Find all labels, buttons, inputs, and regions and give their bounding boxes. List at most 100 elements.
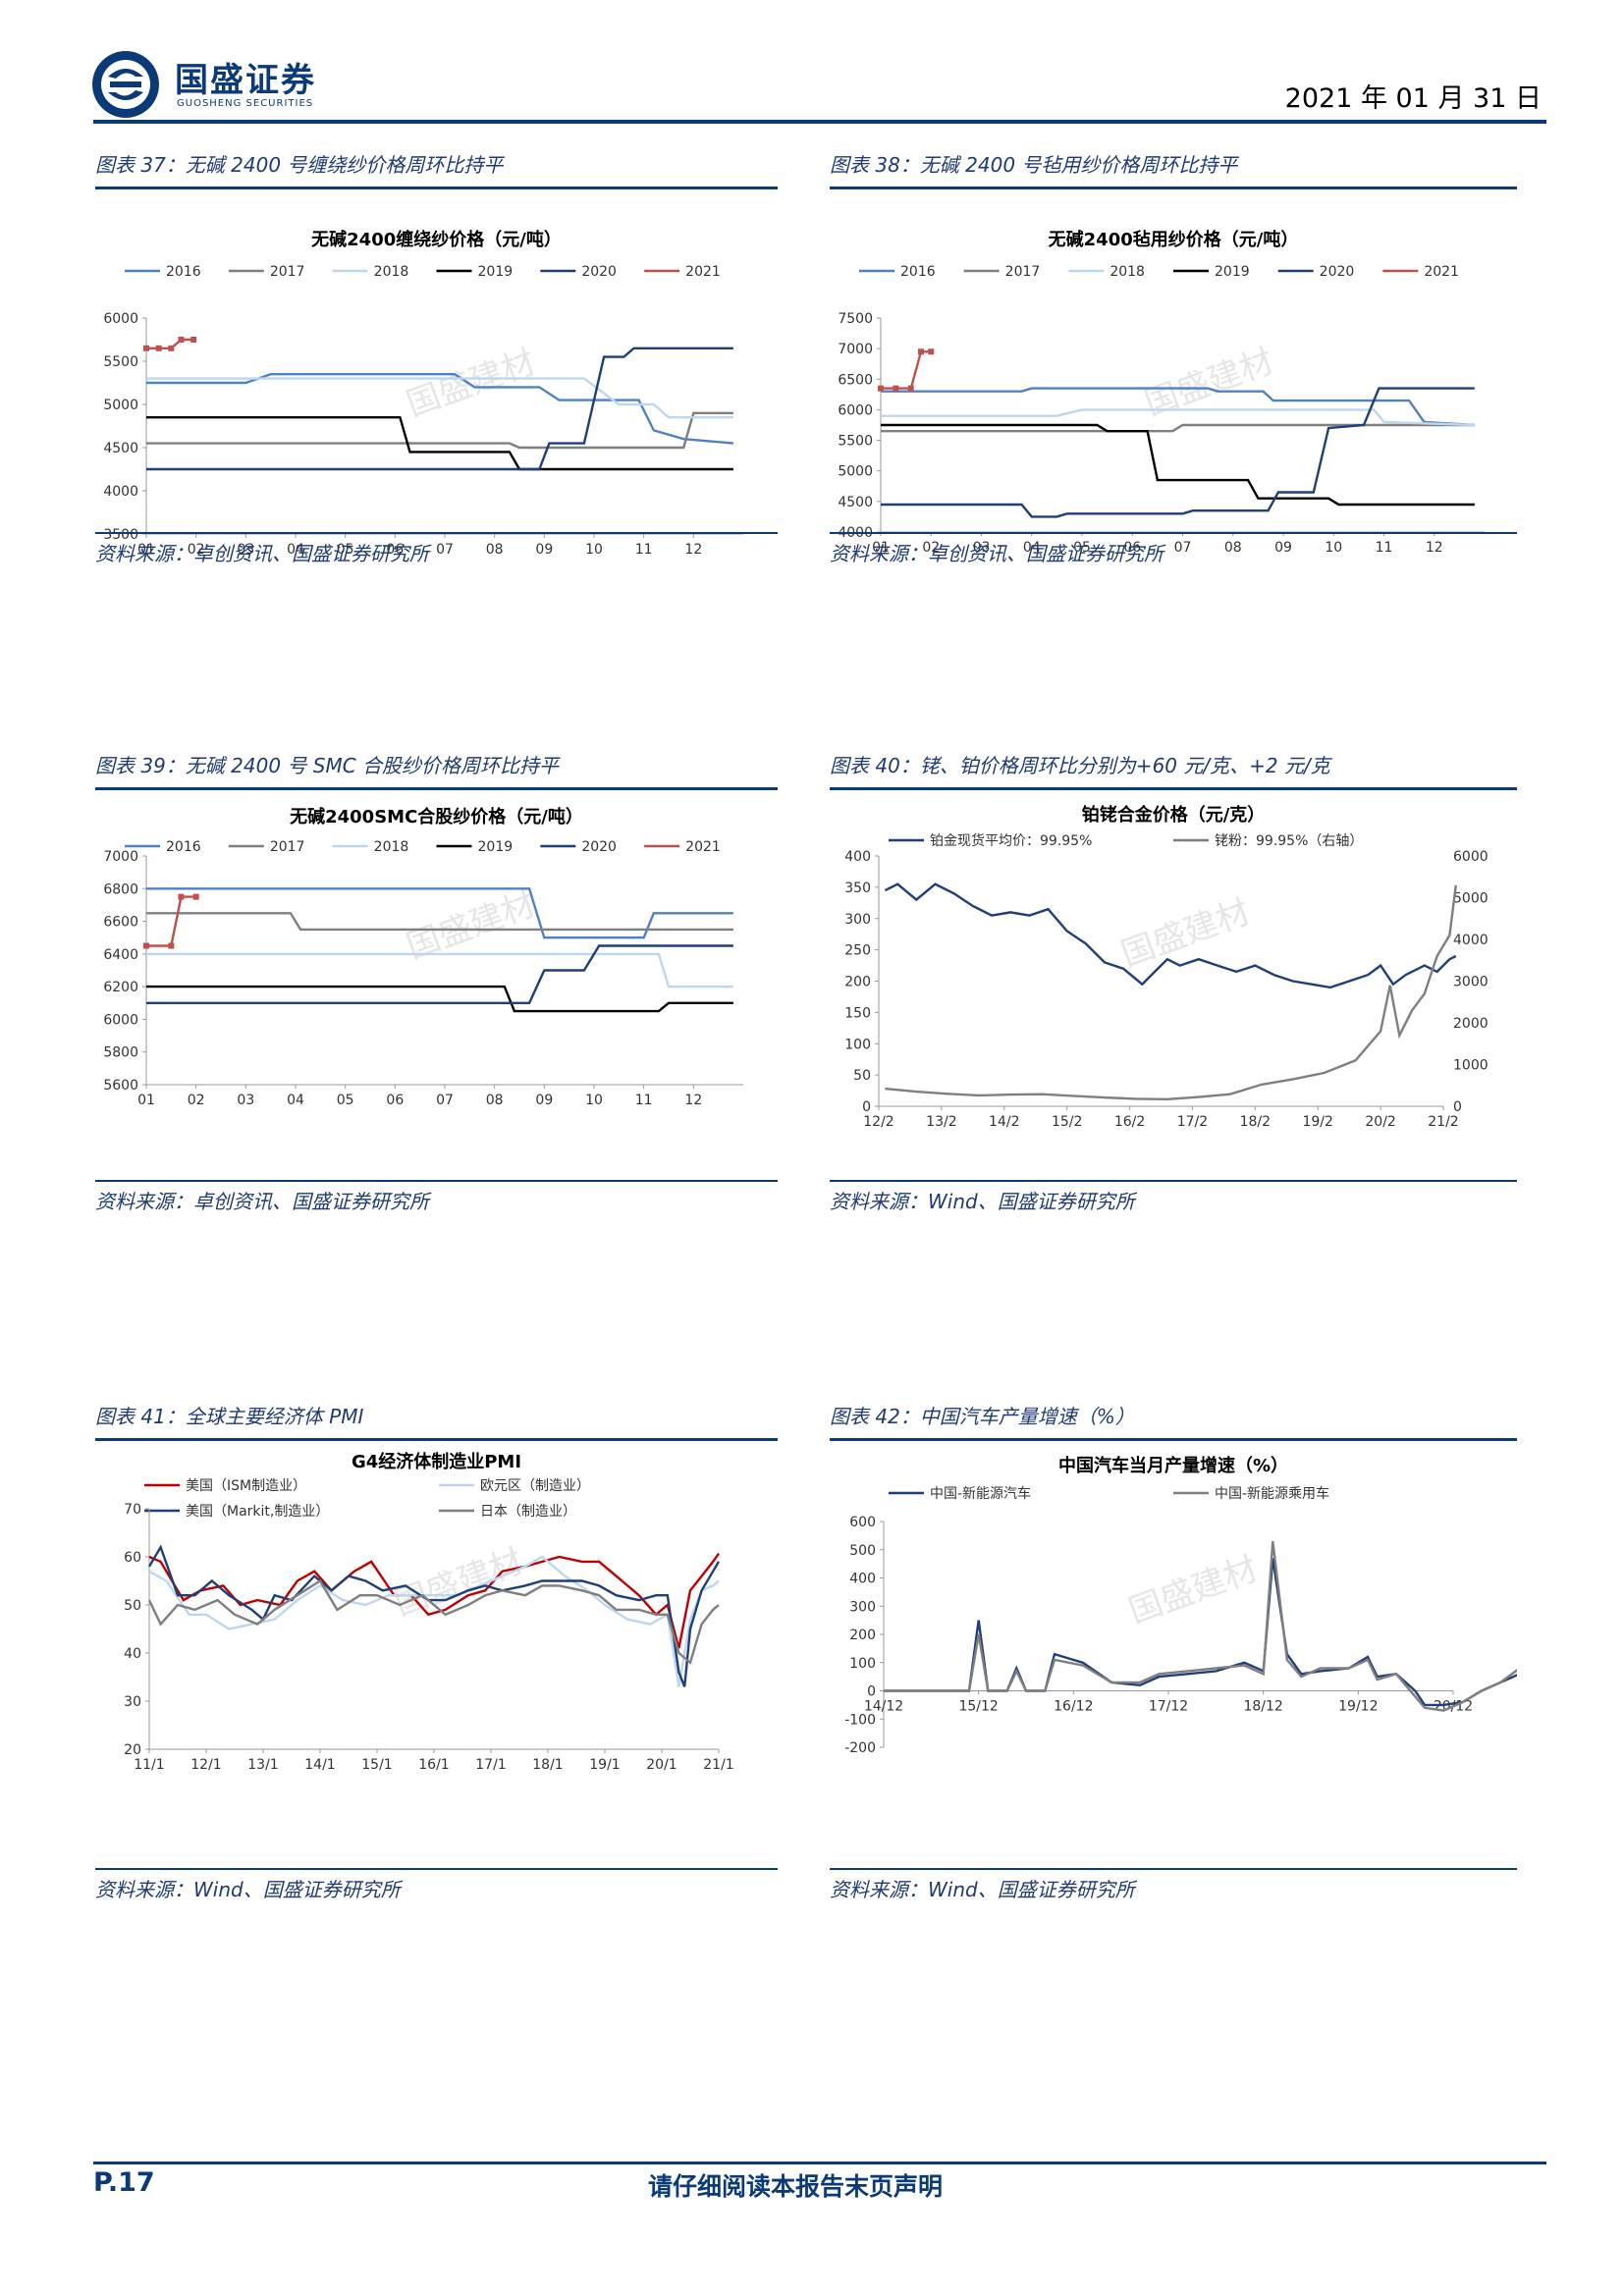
series-line xyxy=(146,416,733,471)
x-tick-label: 09 xyxy=(535,1093,553,1108)
caption-divider xyxy=(830,187,1517,189)
chart-c38: 无碱2400毡用纱价格（元/吨） 国盛建材 2016 2017 2018 2019 2020… xyxy=(838,229,1485,556)
x-tick-label: 12 xyxy=(1426,540,1443,556)
y-tick-label: 5800 xyxy=(103,1045,138,1061)
source-divider xyxy=(830,1180,1517,1182)
caption-divider xyxy=(95,187,778,189)
caption-divider xyxy=(95,1438,778,1441)
figure-source: 资料来源：Wind、国盛证券研究所 xyxy=(830,1190,1135,1213)
series-line xyxy=(146,944,733,1004)
series-marker xyxy=(192,893,199,900)
x-tick-label: 14/2 xyxy=(989,1114,1019,1130)
y-tick-label: 200 xyxy=(844,975,871,990)
legend-label: 2021 xyxy=(685,839,721,855)
series-line xyxy=(147,1544,721,1687)
y-tick-label: 400 xyxy=(849,1572,876,1587)
y-tick-label: 40 xyxy=(124,1646,141,1662)
legend-label: 2018 xyxy=(374,264,409,280)
figure-caption: 图表 42：中国汽车产量增速（%） xyxy=(830,1405,1135,1428)
series-line xyxy=(146,895,196,947)
series-line xyxy=(146,373,734,445)
y-tick-label: 3500 xyxy=(103,527,138,543)
y-tick-label: 0 xyxy=(867,1684,876,1700)
x-tick-label: 01 xyxy=(137,542,155,558)
series-marker xyxy=(155,345,162,351)
legend-label: 美国（ISM制造业） xyxy=(186,1478,306,1494)
legend-label: 中国-新能源汽车 xyxy=(930,1485,1031,1502)
figure-source: 资料来源：Wind、国盛证券研究所 xyxy=(830,1878,1135,1901)
legend-label: 2017 xyxy=(270,264,305,280)
x-tick-label: 11/1 xyxy=(134,1757,164,1773)
source-divider xyxy=(830,1868,1517,1870)
y-tick-label: 50 xyxy=(124,1598,141,1614)
page-number: P.17 xyxy=(93,2167,155,2198)
legend-label: 铑粉：99.95%（右轴） xyxy=(1215,833,1363,849)
x-tick-label: 19/1 xyxy=(589,1757,620,1773)
x-tick-label: 12 xyxy=(684,1093,702,1108)
x-tick-label: 14/1 xyxy=(304,1757,335,1773)
series-line xyxy=(146,887,733,939)
figure-source: 资料来源：卓创资讯、国盛证券研究所 xyxy=(95,1190,429,1213)
x-tick-label: 11 xyxy=(635,1093,653,1108)
y2-tick-label: 3000 xyxy=(1453,975,1489,990)
series-marker xyxy=(143,345,149,351)
x-tick-label: 18/1 xyxy=(532,1757,563,1773)
y-tick-label: 6000 xyxy=(838,402,873,418)
x-tick-label: 03 xyxy=(973,540,991,556)
series-marker xyxy=(178,893,185,900)
x-tick-label: 10 xyxy=(1325,540,1342,556)
legend-label: 欧元区（制造业） xyxy=(480,1478,590,1494)
y-tick-label: 70 xyxy=(124,1502,141,1518)
y-tick-label: 500 xyxy=(849,1543,876,1559)
y-tick-label: 100 xyxy=(844,1037,871,1052)
y2-tick-label: 0 xyxy=(1453,1099,1462,1115)
y-tick-label: 300 xyxy=(849,1599,876,1615)
series-marker xyxy=(918,348,924,355)
y-tick-label: 7000 xyxy=(103,849,138,865)
x-tick-label: 09 xyxy=(1274,540,1292,556)
y-tick-label: 6000 xyxy=(103,1012,138,1028)
x-tick-label: 18/12 xyxy=(1243,1699,1282,1715)
x-tick-label: 05 xyxy=(337,542,354,558)
brand-name-en: GUOSHENG SECURITIES xyxy=(177,98,314,109)
x-tick-label: 10 xyxy=(585,542,603,558)
y-tick-label: 5500 xyxy=(103,354,138,370)
y-tick-label: 0 xyxy=(862,1099,871,1115)
figure-caption: 图表 37：无碱 2400 号缠绕纱价格周环比持平 xyxy=(95,153,504,177)
series-line xyxy=(881,387,1475,427)
series-line xyxy=(148,1552,720,1649)
x-tick-label: 14/12 xyxy=(864,1699,903,1715)
x-tick-label: 15/2 xyxy=(1052,1114,1082,1130)
y-tick-label: 50 xyxy=(853,1068,871,1084)
y-tick-label: 4000 xyxy=(103,484,138,500)
series-line xyxy=(881,387,1475,518)
chart-title: 无碱2400缠绕纱价格（元/吨） xyxy=(311,229,562,250)
x-tick-label: 16/12 xyxy=(1054,1699,1093,1715)
x-tick-label: 17/1 xyxy=(475,1757,506,1773)
x-tick-label: 06 xyxy=(386,542,404,558)
chart-title: 中国汽车当月产量增速（%） xyxy=(1058,1455,1288,1476)
legend-label: 美国（Markit,制造业） xyxy=(186,1504,329,1520)
y-tick-label: 300 xyxy=(844,912,871,928)
figure-caption: 图表 38：无碱 2400 号毡用纱价格周环比持平 xyxy=(830,153,1238,177)
chart-title: 无碱2400毡用纱价格（元/吨） xyxy=(1049,229,1299,250)
y-tick-label: 7000 xyxy=(838,342,873,357)
x-tick-label: 19/12 xyxy=(1338,1699,1378,1715)
figure-source: 资料来源：卓创资讯、国盛证券研究所 xyxy=(830,542,1164,565)
chart-title: 铂铑合金价格（元/克） xyxy=(1082,804,1266,826)
series-line xyxy=(146,912,733,932)
y-tick-label: 6400 xyxy=(103,947,138,963)
figure-source: 资料来源：Wind、国盛证券研究所 xyxy=(95,1878,401,1901)
header-divider xyxy=(93,120,1546,124)
x-tick-label: 04 xyxy=(1023,540,1041,556)
x-tick-label: 05 xyxy=(1073,540,1091,556)
x-tick-label: 02 xyxy=(188,1093,205,1108)
series-line xyxy=(881,408,1475,427)
chart-title: G4经济体制造业PMI xyxy=(352,1451,521,1472)
y-tick-label: 150 xyxy=(844,1005,871,1021)
legend-label: 2019 xyxy=(478,839,514,855)
figure-caption: 图表 40：铑、铂价格周环比分别为+60 元/克、+2 元/克 xyxy=(830,754,1330,777)
series-marker xyxy=(168,345,175,351)
series-line xyxy=(146,347,733,471)
